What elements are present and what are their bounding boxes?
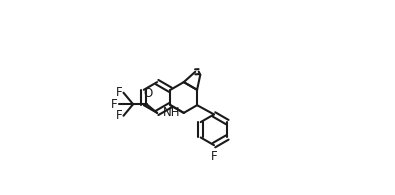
Text: F: F [116,109,122,122]
Text: F: F [211,150,217,163]
Text: F: F [111,98,117,111]
Text: F: F [116,86,122,99]
Text: O: O [144,87,153,100]
Text: NH: NH [162,106,180,119]
